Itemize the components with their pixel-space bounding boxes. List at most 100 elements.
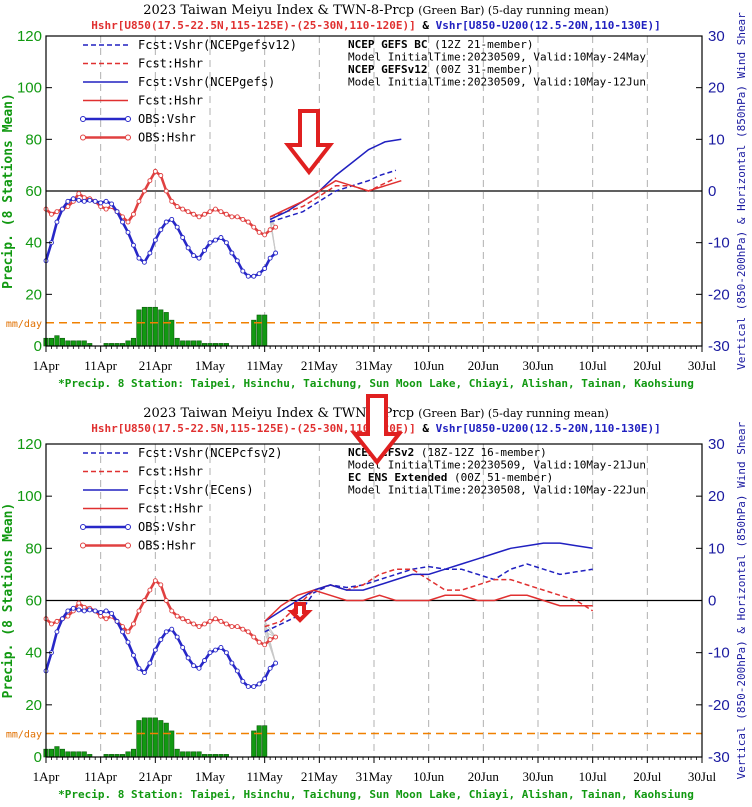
chart-subtitle: Hshr[U850(17.5-22.5N,115-125E)-(25-30N,1… — [91, 19, 661, 32]
x-tick-label: 10Jul — [579, 358, 608, 373]
obs-marker — [87, 607, 93, 613]
precip-bar — [251, 319, 257, 347]
obs-marker — [229, 624, 235, 630]
precip-bar — [141, 306, 147, 347]
obs-marker — [245, 684, 251, 690]
obs-marker — [92, 198, 98, 204]
obs-marker — [87, 197, 93, 203]
obs-marker — [136, 608, 142, 614]
obs-marker — [262, 676, 268, 682]
chart-title: 2023 Taiwan Meiyu Index & TWN-8-Prcp (Gr… — [143, 3, 609, 18]
obs-marker — [267, 637, 273, 643]
legend-label: OBS:Hshr — [138, 131, 196, 145]
subtitle-subtitle_amp: & — [416, 422, 436, 435]
obs-marker — [229, 660, 235, 666]
y-axis-label-left: Precip. (8 Stations Mean) — [1, 503, 16, 699]
obs-marker — [223, 650, 229, 656]
obs-marker — [147, 660, 153, 666]
obs-marker — [185, 245, 191, 251]
x-tick-label: 1May — [195, 769, 226, 784]
precip-bar — [256, 725, 262, 758]
model-info-line: Model InitialTime:20230509, Valid:10May-… — [348, 76, 646, 89]
obs-marker — [223, 240, 229, 246]
obs-marker — [152, 168, 158, 174]
right-tick-label: 0 — [708, 183, 716, 200]
obs-marker — [267, 227, 273, 233]
obs-marker — [65, 204, 71, 209]
left-tick-label: 60 — [25, 593, 42, 610]
obs-marker — [262, 642, 268, 648]
series-line-obs-hshr — [45, 169, 277, 237]
obs-marker — [141, 598, 147, 603]
obs-marker — [196, 255, 202, 261]
obs-marker — [125, 629, 131, 635]
precip-bar — [180, 751, 186, 758]
legend-label: Fcst:Hshr — [138, 57, 203, 71]
obs-marker — [256, 271, 262, 277]
precip-bar — [59, 337, 65, 347]
obs-marker — [76, 600, 82, 606]
right-tick-label: 10 — [708, 540, 725, 557]
precip-bar — [147, 717, 153, 758]
legend-marker — [80, 524, 86, 530]
right-tick-label: 20 — [708, 80, 725, 97]
precip-bar — [256, 314, 262, 347]
legend-label: Fcst:Vshr(NCEPgefsv12) — [138, 38, 297, 52]
model-info-line: EC ENS Extended (00Z 51-member) — [348, 471, 553, 484]
x-tick-label: 21Apr — [139, 769, 173, 784]
model-info-detail: (00Z 31-member) — [427, 63, 533, 76]
obs-marker — [273, 250, 279, 256]
x-tick-label: 30Jul — [688, 358, 717, 373]
obs-marker — [174, 224, 180, 230]
model-info-name: EC ENS Extended — [348, 471, 447, 484]
left-tick-label: 40 — [25, 235, 42, 252]
legend-label: OBS:Hshr — [138, 539, 196, 553]
obs-marker — [131, 242, 136, 248]
obs-marker — [136, 255, 142, 261]
legend-marker — [125, 524, 131, 530]
obs-marker — [202, 621, 207, 627]
precip-bar — [174, 748, 180, 758]
series-line-obs-vshr — [44, 197, 277, 278]
obs-marker — [147, 587, 153, 593]
obs-marker — [213, 237, 218, 243]
obs-marker — [191, 211, 197, 217]
obs-marker — [163, 629, 169, 635]
right-tick-label: -10 — [708, 235, 730, 252]
obs-marker — [202, 658, 207, 663]
obs-marker — [163, 219, 169, 225]
obs-marker — [213, 647, 218, 653]
right-tick-label: 30 — [708, 28, 725, 45]
obs-marker — [141, 188, 147, 194]
obs-marker — [169, 626, 175, 632]
x-tick-label: 30Jul — [688, 769, 717, 784]
obs-marker — [103, 616, 109, 622]
model-info-detail: Model InitialTime:20230509, Valid:10May-… — [348, 76, 646, 89]
model-info-name: NCEP GEFSv12 — [348, 63, 427, 76]
obs-marker — [114, 618, 120, 624]
precip-bar — [125, 340, 131, 347]
right-tick-label: -30 — [708, 338, 730, 355]
precip-bar — [163, 312, 169, 347]
precip-bar — [191, 751, 197, 758]
obs-marker — [76, 197, 82, 203]
obs-marker — [180, 645, 186, 650]
precip-bar — [191, 340, 197, 347]
right-tick-label: -20 — [708, 697, 730, 714]
obs-marker — [256, 681, 262, 687]
connector-line — [264, 621, 277, 664]
obs-marker — [103, 198, 109, 204]
model-info-line: Model InitialTime:20230508, Valid:10May-… — [348, 484, 646, 497]
series-line-obs-hshr — [45, 578, 277, 647]
obs-marker — [174, 634, 180, 640]
precip-bar — [70, 751, 76, 758]
obs-marker — [207, 209, 213, 215]
right-tick-label: -10 — [708, 645, 730, 662]
obs-marker — [218, 645, 224, 650]
obs-marker — [207, 240, 213, 246]
legend-label: Fcst:Vshr(NCEPgefs) — [138, 75, 275, 89]
obs-marker — [54, 219, 60, 225]
annotation-arrow-gefs — [283, 109, 335, 176]
obs-marker — [229, 250, 235, 256]
series-line-fcst-hshr — [264, 589, 593, 622]
